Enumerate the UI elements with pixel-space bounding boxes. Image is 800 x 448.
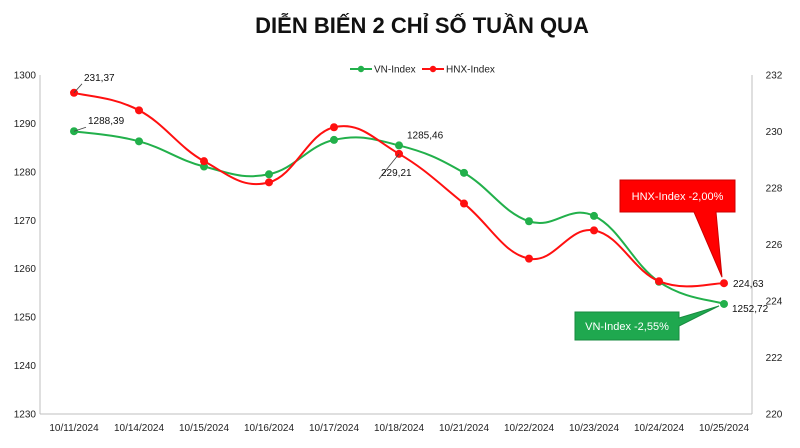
label-leader [73,126,87,132]
chart-legend: VN-Index HNX-Index [350,65,495,76]
data-label: 1288,39 [88,116,125,127]
y-left-tick-label: 1260 [14,264,37,275]
x-tick-label: 10/22/2024 [504,423,554,434]
x-tick-label: 10/23/2024 [569,423,619,434]
y-right-tick-label: 224 [766,297,783,308]
legend-label: VN-Index [374,65,416,76]
y-right-tick-label: 222 [766,353,783,364]
data-point [395,141,403,150]
series-line [73,130,725,305]
data-point [720,299,728,308]
x-tick-label: 10/11/2024 [49,423,99,434]
x-tick-label: 10/16/2024 [244,423,294,434]
data-label: 224,63 [733,279,764,290]
data-point [460,199,468,208]
data-point [200,157,208,166]
legend-swatch-marker [357,65,365,73]
y-left-tick-label: 1270 [14,216,37,227]
x-tick-label: 10/17/2024 [309,423,359,434]
y-left-tick-label: 1290 [14,119,37,130]
data-point [135,106,143,115]
callout-hnx [619,179,736,278]
data-point [525,217,533,226]
y-right-tick-label: 232 [766,71,783,82]
y-right-tick-label: 230 [766,127,783,138]
y-left-tick-label: 1300 [14,71,37,82]
callout-vn [574,305,720,341]
x-tick-label: 10/14/2024 [114,423,164,434]
callout-hnx-text: HNX-Index -2,00% [632,191,724,203]
x-tick-label: 10/15/2024 [179,423,229,434]
x-tick-label: 10/21/2024 [439,423,489,434]
y-left-tick-label: 1250 [14,313,37,324]
y-left-tick-label: 1240 [14,361,37,372]
label-leader [378,153,400,180]
x-tick-label: 10/18/2024 [374,423,424,434]
label-leader [73,83,83,94]
data-point [590,211,598,220]
chart-title: DIỄN BIẾN 2 CHỈ SỐ TUẦN QUA [255,12,589,38]
y-left-tick-label: 1230 [14,410,37,421]
data-point [265,170,273,179]
data-point [330,135,338,144]
data-label: 1285,46 [407,130,444,141]
data-point [330,123,338,132]
callout-vn-text: VN-Index -2,55% [585,321,669,333]
callouts: HNX-Index -2,00% VN-Index -2,55% [574,179,736,341]
x-tick-label: 10/24/2024 [634,423,684,434]
data-point [655,277,663,286]
chart-lines [70,88,728,308]
data-point [135,137,143,146]
data-point [525,254,533,263]
chart-axes: 1230 1240 1250 1260 1270 1280 1290 1300 220 222 22… [14,71,783,435]
data-labels: 231,37 1288,39 1285,46 229,21 224,63 1252,72 [73,73,769,315]
data-point [720,279,728,288]
y-left-tick-label: 1280 [14,167,37,178]
y-right-tick-label: 226 [766,240,783,251]
x-tick-label: 10/25/2024 [699,423,749,434]
legend-label: HNX-Index [446,65,495,76]
y-right-tick-label: 220 [766,410,783,421]
data-label: 1252,72 [732,304,769,315]
legend-swatch-marker [429,65,437,73]
data-point [265,178,273,187]
y-right-tick-label: 228 [766,184,783,195]
data-point [590,226,598,235]
data-point [460,168,468,177]
data-label: 229,21 [381,168,412,179]
data-label: 231,37 [84,73,115,84]
